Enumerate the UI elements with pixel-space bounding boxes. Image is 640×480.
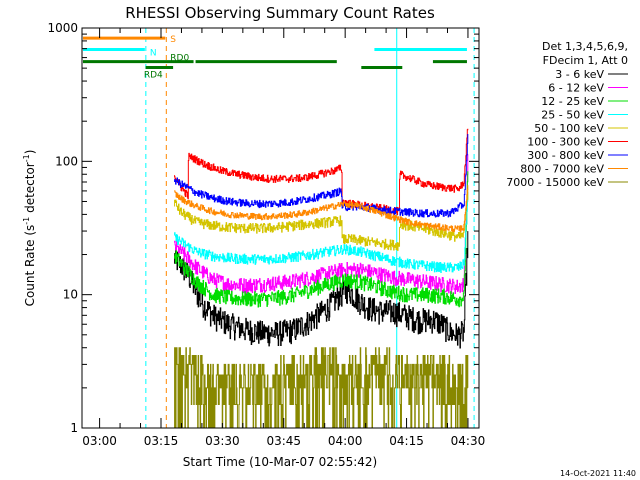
legend: Det 1,3,4,5,6,9, FDecim 1, Att 0 3 - 6 k… (506, 40, 628, 189)
legend-entry-label: 50 - 100 keV (534, 122, 604, 135)
series-line-50to100keV (174, 188, 469, 251)
plot-frame (81, 27, 480, 429)
flag-label-n: N (150, 48, 157, 58)
x-tick-label: 04:30 (451, 434, 486, 448)
chart-title: RHESSI Observing Summary Count Rates (125, 4, 435, 22)
flag-label-rd0: RD0 (170, 54, 189, 64)
x-axis-label: Start Time (10-Mar-07 02:55:42) (183, 455, 377, 469)
footer-date: 14-Oct-2021 11:40 (560, 469, 636, 478)
x-tick-label: 04:00 (328, 434, 363, 448)
legend-entry-label: 300 - 800 keV (527, 149, 604, 162)
legend-entry-label: 12 - 25 keV (541, 95, 604, 108)
flag-label-rd4: RD4 (144, 71, 163, 81)
x-tick-label: 03:45 (266, 434, 301, 448)
legend-entry-label: 800 - 7000 keV (520, 163, 604, 176)
series-line-6to12keV (174, 154, 469, 295)
y-tick-label: 10 (63, 288, 78, 302)
x-tick-label: 03:00 (82, 434, 117, 448)
flag-label-s: S (170, 35, 176, 45)
legend-entry-label: 25 - 50 keV (541, 109, 604, 122)
series-line-25to50keV (174, 191, 469, 274)
y-axis-label: Count Rate (s-1 detector-1) (22, 150, 37, 307)
legend-entry-label: 100 - 300 keV (527, 136, 604, 149)
series-line-800to7000keV (174, 185, 469, 233)
x-tick-label: 03:30 (205, 434, 240, 448)
legend-entry-label: 7000 - 15000 keV (506, 176, 604, 189)
legend-header-detectors: Det 1,3,4,5,6,9, (542, 40, 628, 53)
y-tick-label: 1 (70, 421, 78, 435)
series-line-12to25keV (174, 171, 469, 308)
y-tick-label: 100 (55, 154, 78, 168)
series-line-300to800keV (174, 134, 469, 218)
x-tick-label: 03:15 (144, 434, 179, 448)
x-tick-label: 04:15 (389, 434, 424, 448)
y-axis: 1 10 100 1000 (47, 21, 479, 435)
flag-bars: S N RD0 RD4 (83, 35, 467, 81)
y-tick-label: 1000 (47, 21, 78, 35)
legend-entry-label: 6 - 12 keV (548, 82, 604, 95)
x-axis: 03:00 03:15 03:30 03:45 04:00 04:15 04:30 (82, 28, 485, 448)
series-line-3to6keV (174, 231, 469, 349)
legend-entry-label: 3 - 6 keV (555, 68, 604, 81)
series-line-100to300keV (174, 128, 469, 216)
legend-header-settings: FDecim 1, Att 0 (543, 54, 628, 67)
